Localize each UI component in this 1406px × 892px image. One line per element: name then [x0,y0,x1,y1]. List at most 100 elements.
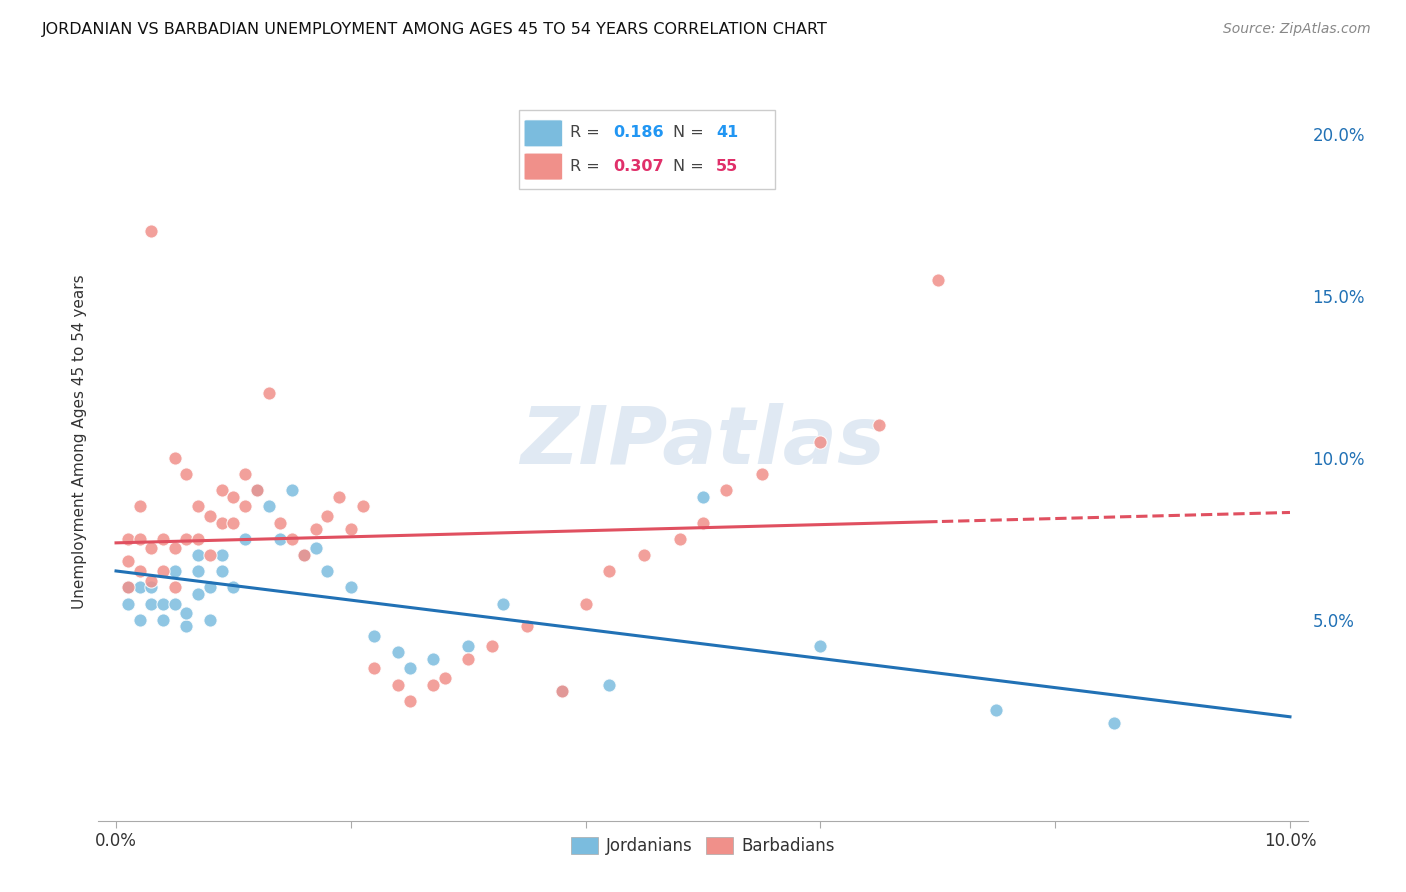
Point [551,684,574,698]
Point [387,677,409,691]
Point [233,467,256,481]
Point [281,532,304,546]
Point [808,639,831,653]
Point [340,522,363,536]
Text: 0.307: 0.307 [614,159,665,174]
Point [152,613,174,627]
Point [492,597,515,611]
Point [304,541,326,556]
Point [633,548,655,562]
Point [117,580,139,594]
Text: JORDANIAN VS BARBADIAN UNEMPLOYMENT AMONG AGES 45 TO 54 YEARS CORRELATION CHART: JORDANIAN VS BARBADIAN UNEMPLOYMENT AMON… [42,22,828,37]
Point [187,548,209,562]
Point [692,490,714,504]
Point [222,580,245,594]
Point [222,516,245,530]
Point [163,597,186,611]
Point [211,548,233,562]
Point [1102,716,1125,731]
Point [163,541,186,556]
Point [481,639,503,653]
Point [198,548,221,562]
Point [352,500,374,514]
Point [304,522,326,536]
Point [246,483,269,497]
Point [986,703,1008,717]
Point [187,532,209,546]
Point [328,490,350,504]
Point [292,548,315,562]
Point [363,629,385,643]
Point [363,661,385,675]
Point [340,580,363,594]
Point [128,500,150,514]
Point [868,418,890,433]
Point [141,224,163,238]
Text: R =: R = [571,159,605,174]
Text: N =: N = [672,126,709,140]
Text: 41: 41 [716,126,738,140]
Point [187,564,209,578]
Point [141,574,163,588]
Point [598,564,620,578]
Point [176,607,198,621]
Point [163,580,186,594]
Point [433,671,456,685]
Point [163,450,186,465]
Point [233,500,256,514]
Point [176,467,198,481]
Point [152,532,174,546]
Point [198,580,221,594]
Point [316,564,339,578]
Point [176,532,198,546]
Text: Source: ZipAtlas.com: Source: ZipAtlas.com [1223,22,1371,37]
Point [187,587,209,601]
Text: N =: N = [672,159,709,174]
Point [668,532,690,546]
Point [211,564,233,578]
Point [246,483,269,497]
Point [751,467,773,481]
Point [222,490,245,504]
Point [269,516,291,530]
Point [141,597,163,611]
Point [598,677,620,691]
Point [387,645,409,659]
Point [269,532,291,546]
Text: 0.186: 0.186 [614,126,665,140]
Point [927,272,949,286]
Point [187,500,209,514]
Text: R =: R = [571,126,605,140]
Point [198,613,221,627]
Point [692,516,714,530]
Text: 55: 55 [716,159,738,174]
Point [117,554,139,568]
Point [422,677,444,691]
Point [316,509,339,524]
Point [211,516,233,530]
Point [422,651,444,665]
Point [176,619,198,633]
Point [808,434,831,449]
Point [281,483,304,497]
FancyBboxPatch shape [524,153,562,180]
Point [117,597,139,611]
Point [152,564,174,578]
Point [128,613,150,627]
Point [551,684,574,698]
Point [457,651,479,665]
Text: ZIPatlas: ZIPatlas [520,402,886,481]
Point [398,694,420,708]
Point [211,483,233,497]
Point [257,386,280,401]
Point [716,483,738,497]
Point [457,639,479,653]
Point [128,564,150,578]
Point [141,580,163,594]
FancyBboxPatch shape [519,111,775,189]
Point [257,500,280,514]
Point [163,564,186,578]
Point [141,541,163,556]
Point [398,661,420,675]
Point [292,548,315,562]
